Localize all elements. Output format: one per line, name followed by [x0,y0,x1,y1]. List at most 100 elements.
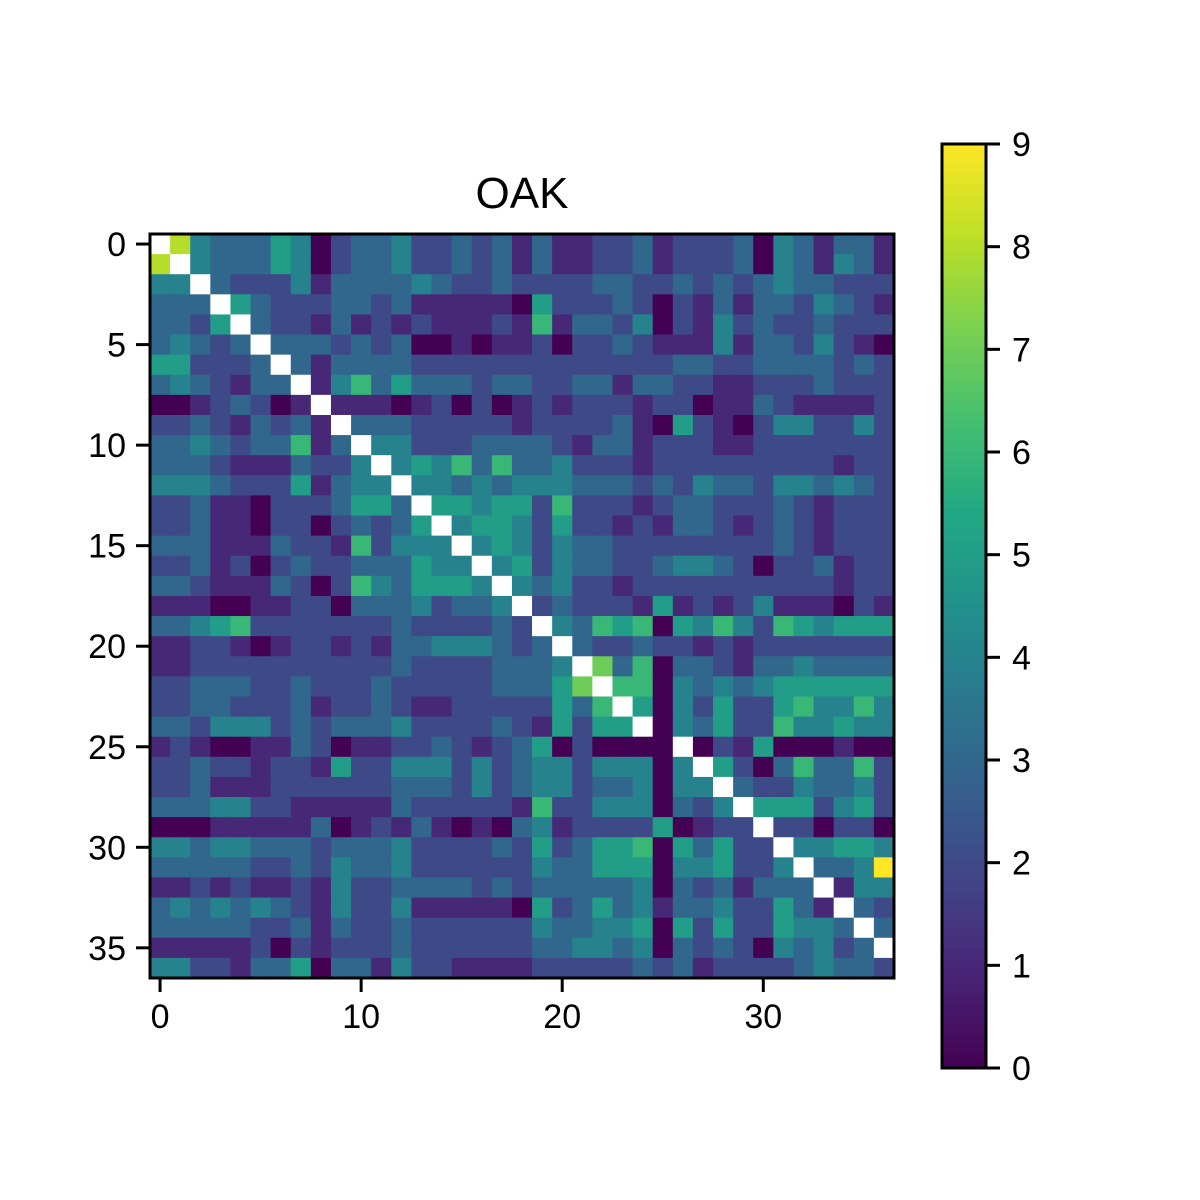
heatmap-cell-r14-c14 [431,515,453,537]
heatmap-cell-r2-c31 [773,274,795,295]
heatmap-cell-r4-c28 [713,314,734,336]
heatmap-cell-r20-c15 [451,636,473,657]
heatmap-cell-r19-c21 [572,616,593,637]
heatmap-cell-r1-c31 [773,254,795,275]
heatmap-cell-r22-c13 [411,676,433,698]
heatmap-cell-r19-c15 [451,616,473,637]
heatmap-cell-r36-c8 [310,957,332,979]
heatmap-cell-r4-c12 [391,314,413,336]
heatmap-cell-r25-c11 [371,736,392,758]
heatmap-cell-r28-c25 [652,797,674,818]
heatmap-cell-r14-c9 [330,515,352,537]
heatmap-cell-r8-c32 [793,394,815,416]
heatmap-cell-r35-c18 [511,937,533,959]
heatmap-cell-r8-c20 [552,394,573,416]
heatmap-cell-r6-c35 [853,354,875,376]
heatmap-cell-r8-c13 [411,394,433,416]
heatmap-cell-r25-c22 [592,736,614,758]
heatmap-cell-r10-c1 [170,435,191,456]
heatmap-cell-r14-c8 [310,515,332,537]
heatmap-cell-r19-c30 [753,616,774,637]
heatmap-cell-r26-c18 [511,756,533,778]
heatmap-cell-r6-c15 [451,354,473,376]
heatmap-cell-r21-c9 [330,656,352,677]
heatmap-cell-r1-c28 [713,254,734,275]
x-tick-label-20: 20 [543,998,581,1036]
heatmap-cell-r17-c28 [713,575,734,597]
heatmap-cell-r18-c13 [411,595,433,617]
heatmap-cell-r15-c27 [692,535,714,557]
heatmap-cell-r5-c15 [451,334,473,356]
heatmap-cell-r19-c11 [371,616,392,637]
heatmap-cell-r11-c29 [733,455,754,476]
heatmap-cell-r31-c2 [190,857,211,879]
heatmap-cell-r17-c33 [813,575,835,597]
heatmap-cell-r24-c20 [552,716,573,738]
heatmap-cell-r11-c34 [833,455,855,476]
heatmap-cell-r10-c6 [270,435,292,456]
heatmap-cell-r3-c14 [431,294,453,316]
heatmap-cell-r5-c16 [471,334,493,356]
heatmap-cell-r1-c10 [351,254,372,275]
heatmap-cell-r24-c22 [592,716,614,738]
heatmap-cell-r8-c4 [230,394,252,416]
heatmap-cell-r36-c14 [431,957,453,979]
heatmap-cell-r14-c23 [612,515,634,537]
heatmap-cell-r12-c24 [632,475,654,497]
heatmap-cell-r11-c30 [753,455,774,476]
heatmap-cell-r28-c1 [170,797,191,818]
heatmap-cell-r22-c29 [733,676,754,698]
heatmap-cell-r11-c25 [652,455,674,476]
heatmap-cell-r12-c1 [170,475,191,497]
heatmap-cell-r30-c27 [692,837,714,858]
heatmap-cell-r7-c28 [713,374,734,396]
heatmap-cell-r35-c17 [491,937,513,959]
heatmap-cell-r22-c1 [170,676,191,698]
heatmap-cell-r29-c23 [612,817,634,838]
heatmap-cell-r16-c30 [753,555,774,577]
heatmap-cell-r34-c29 [733,917,754,939]
heatmap-cell-r10-c32 [793,435,815,456]
heatmap-cell-r4-c13 [411,314,433,336]
heatmap-cell-r27-c11 [371,776,392,798]
heatmap-cell-r35-c15 [451,937,473,959]
heatmap-cell-r6-c6 [270,354,292,376]
heatmap-cell-r3-c2 [190,294,211,316]
heatmap-cell-r6-c22 [592,354,614,376]
heatmap-cell-r27-c8 [310,776,332,798]
heatmap-cell-r33-c29 [733,897,754,919]
heatmap-cell-r24-c15 [451,716,473,738]
heatmap-cell-r15-c21 [572,535,593,557]
heatmap-cell-r0-c17 [491,234,513,255]
heatmap-cell-r27-c31 [773,776,795,798]
heatmap-cell-r1-c16 [471,254,493,275]
heatmap-cell-r23-c28 [713,696,734,718]
heatmap-cell-r10-c22 [592,435,614,456]
heatmap-cell-r10-c18 [511,435,533,456]
heatmap-cell-r19-c16 [471,616,493,637]
heatmap-cell-r13-c35 [853,495,875,517]
heatmap-cell-r20-c34 [833,636,855,657]
heatmap-cell-r24-c23 [612,716,634,738]
heatmap-cell-r26-c29 [733,756,754,778]
heatmap-cell-r16-c13 [411,555,433,577]
heatmap-cell-r7-c30 [753,374,774,396]
heatmap-cell-r25-c28 [713,736,734,758]
heatmap-cell-r12-c15 [451,475,473,497]
heatmap-cell-r31-c33 [813,857,835,879]
heatmap-cell-r9-c1 [170,414,191,436]
plot-frame [148,232,896,980]
heatmap-cell-r35-c7 [290,937,312,959]
heatmap-cell-r36-c31 [773,957,795,979]
heatmap-cell-r9-c31 [773,414,795,436]
heatmap-cell-r21-c32 [793,656,815,677]
heatmap-cell-r19-c10 [351,616,372,637]
heatmap-cell-r7-c34 [833,374,855,396]
heatmap-cell-r7-c31 [773,374,795,396]
heatmap-cell-r28-c11 [371,797,392,818]
heatmap-cell-r2-c36 [873,274,895,295]
heatmap-cell-r12-c7 [290,475,312,497]
heatmap-cell-r5-c31 [773,334,795,356]
heatmap-cell-r25-c15 [451,736,473,758]
heatmap-cell-r33-c9 [330,897,352,919]
